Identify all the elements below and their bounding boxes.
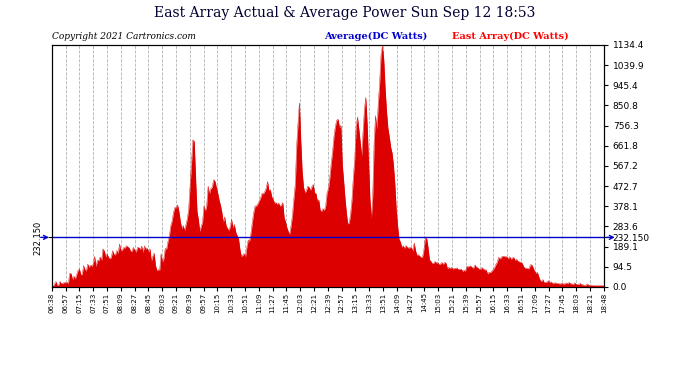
Text: East Array Actual & Average Power Sun Sep 12 18:53: East Array Actual & Average Power Sun Se… (155, 6, 535, 20)
Text: Copyright 2021 Cartronics.com: Copyright 2021 Cartronics.com (52, 32, 196, 41)
Text: Average(DC Watts): Average(DC Watts) (324, 32, 434, 41)
Text: East Array(DC Watts): East Array(DC Watts) (452, 32, 569, 41)
